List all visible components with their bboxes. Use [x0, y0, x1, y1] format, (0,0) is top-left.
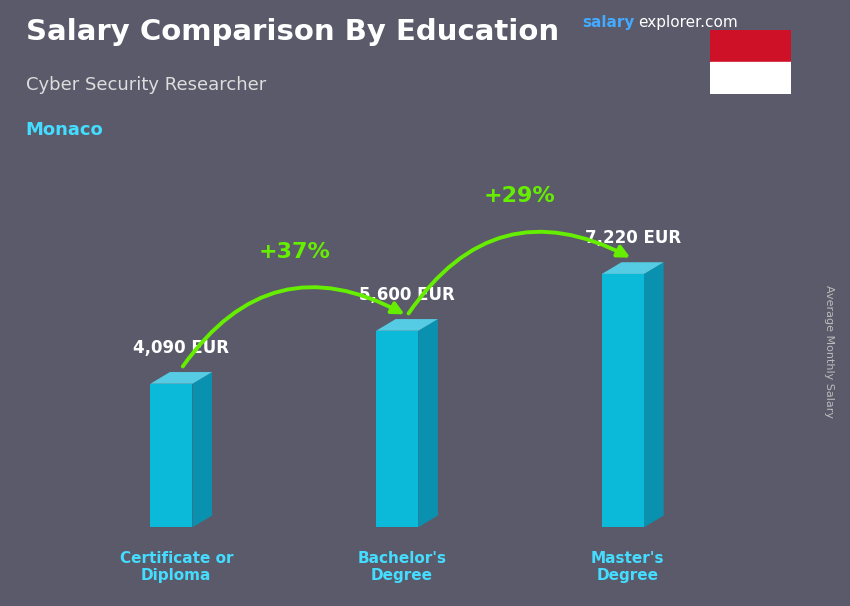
Text: Cyber Security Researcher: Cyber Security Researcher	[26, 76, 266, 94]
Polygon shape	[376, 319, 438, 331]
Text: 5,600 EUR: 5,600 EUR	[359, 286, 455, 304]
Text: explorer.com: explorer.com	[638, 15, 738, 30]
Polygon shape	[602, 274, 644, 527]
Polygon shape	[150, 372, 212, 384]
Text: Monaco: Monaco	[26, 121, 103, 139]
Polygon shape	[376, 331, 418, 527]
Bar	[710, 30, 791, 62]
Text: 4,090 EUR: 4,090 EUR	[133, 339, 230, 357]
Text: +37%: +37%	[258, 242, 330, 262]
Text: Bachelor's
Degree: Bachelor's Degree	[358, 550, 446, 583]
Bar	[710, 62, 791, 94]
Text: 7,220 EUR: 7,220 EUR	[585, 229, 681, 247]
Polygon shape	[150, 384, 192, 527]
Polygon shape	[192, 372, 212, 527]
Polygon shape	[602, 262, 664, 274]
Text: Certificate or
Diploma: Certificate or Diploma	[120, 550, 233, 583]
Text: salary: salary	[582, 15, 635, 30]
Text: Average Monthly Salary: Average Monthly Salary	[824, 285, 834, 418]
Text: Salary Comparison By Education: Salary Comparison By Education	[26, 18, 558, 46]
Text: Master's
Degree: Master's Degree	[591, 550, 665, 583]
Polygon shape	[644, 262, 664, 527]
Text: +29%: +29%	[484, 185, 556, 205]
Polygon shape	[418, 319, 438, 527]
